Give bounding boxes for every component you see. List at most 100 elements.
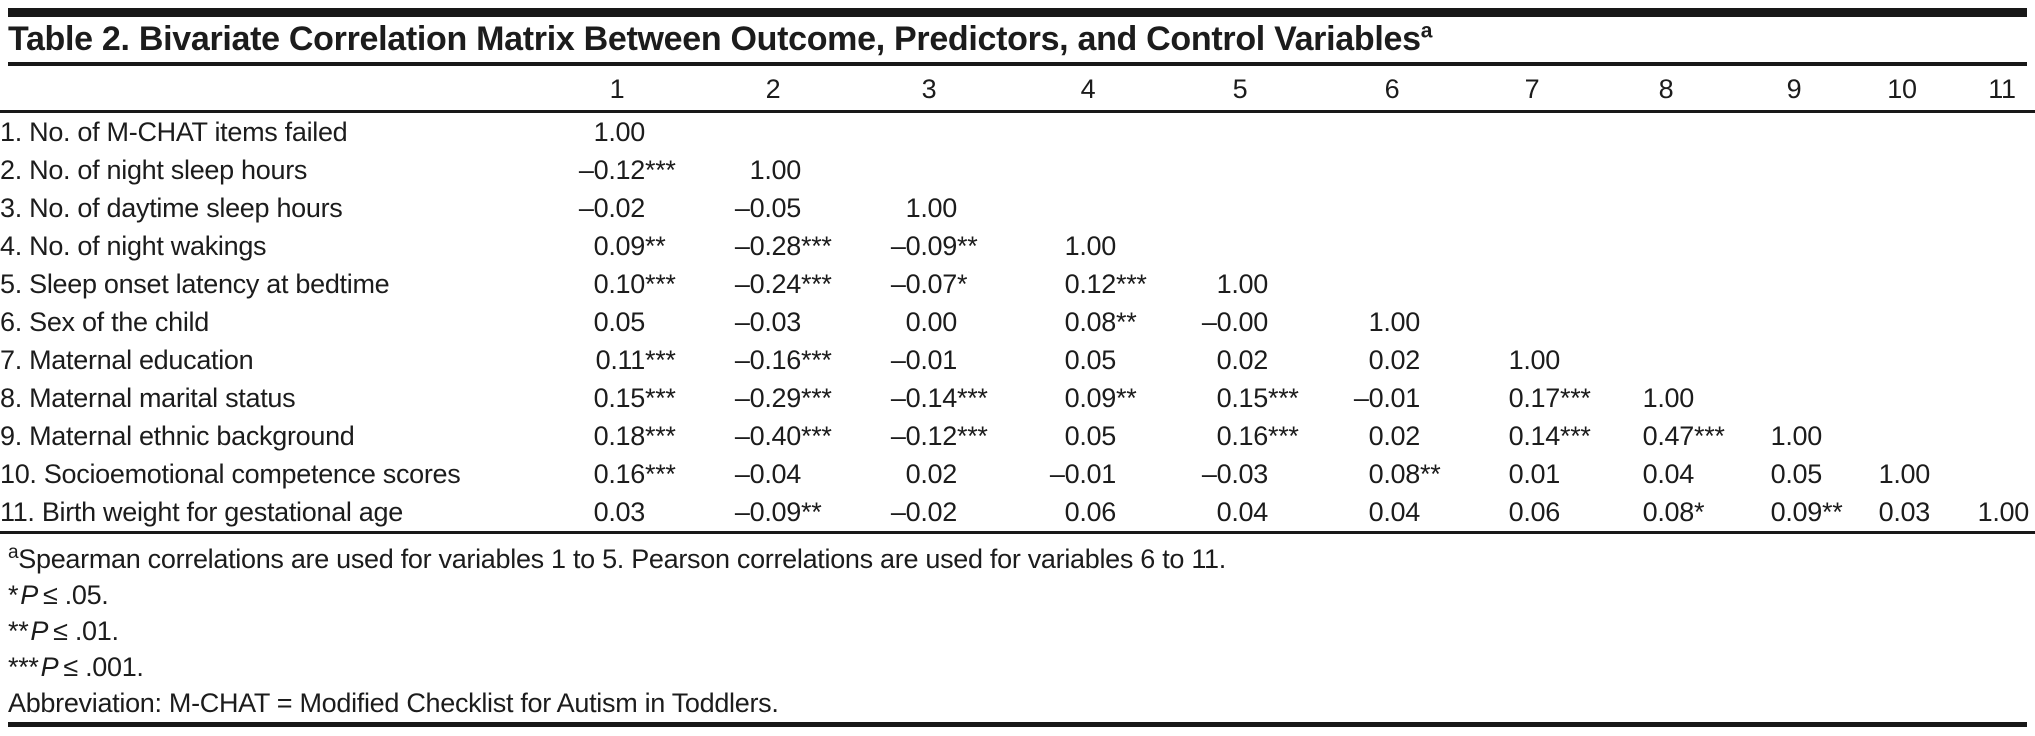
table-row-9: 9. Maternal ethnic background 0.18 *** –0.4… bbox=[0, 417, 2035, 455]
row-label-4: 4. No. of night wakings bbox=[0, 230, 267, 261]
title-divider-rule bbox=[8, 62, 2027, 66]
cell-r3-c10 bbox=[1866, 189, 1974, 227]
cell-r2-c7 bbox=[1464, 151, 1604, 189]
cell-r1-c11 bbox=[1974, 112, 2035, 152]
row-label-3: 3. No. of daytime sleep hours bbox=[0, 192, 343, 223]
cell-r5-c9 bbox=[1738, 265, 1866, 303]
cell-r5-c10 bbox=[1866, 265, 1974, 303]
column-header-3: 3 bbox=[845, 68, 1001, 113]
cell-r6-c9 bbox=[1738, 303, 1866, 341]
cell-r10-c2: –0.04 bbox=[734, 458, 801, 489]
cell-r6-c6: 1.00 bbox=[1368, 306, 1421, 337]
cell-r1-c6 bbox=[1312, 112, 1464, 152]
cell-r1-c1: 1.00 bbox=[593, 116, 646, 147]
cell-r2-c11 bbox=[1974, 151, 2035, 189]
cell-r11-c10: 0.03 bbox=[1878, 496, 1931, 527]
row-label-header bbox=[0, 68, 533, 113]
cell-r2-c6 bbox=[1312, 151, 1464, 189]
cell-r2-c4 bbox=[1001, 151, 1160, 189]
cell-r10-c5: –0.03 bbox=[1201, 458, 1268, 489]
cell-r8-c2: –0.29 *** bbox=[734, 382, 832, 413]
row-label-7: 7. Maternal education bbox=[0, 344, 254, 375]
top-divider-rule bbox=[8, 8, 2027, 17]
cell-r10-c10: 1.00 bbox=[1878, 458, 1931, 489]
cell-r7-c11 bbox=[1974, 341, 2035, 379]
cell-r6-c8 bbox=[1604, 303, 1738, 341]
row-label-2: 2. No. of night sleep hours bbox=[0, 154, 308, 185]
cell-r3-c6 bbox=[1312, 189, 1464, 227]
table-header: 1 2 3 4 5 6 7 8 9 10 11 bbox=[0, 68, 2035, 113]
table-title-footnote-marker: a bbox=[1420, 19, 1433, 43]
cell-r6-c3: 0.00 bbox=[905, 306, 958, 337]
table-row-4: 4. No. of night wakings 0.09 ** –0.28 *** –0.… bbox=[0, 227, 2035, 265]
cell-r6-c1: 0.05 bbox=[593, 306, 646, 337]
cell-r6-c10 bbox=[1866, 303, 1974, 341]
cell-r4-c9 bbox=[1738, 227, 1866, 265]
cell-r10-c7: 0.01 bbox=[1508, 458, 1561, 489]
cell-r10-c3: 0.02 bbox=[905, 458, 958, 489]
cell-r9-c9: 1.00 bbox=[1770, 420, 1823, 451]
cell-r8-c1: 0.15 *** bbox=[593, 382, 676, 413]
cell-r2-c1: –0.12 *** bbox=[578, 154, 676, 185]
column-header-6: 6 bbox=[1312, 68, 1464, 113]
column-header-7: 7 bbox=[1464, 68, 1604, 113]
cell-r9-c5: 0.16 *** bbox=[1216, 420, 1299, 451]
cell-r3-c9 bbox=[1738, 189, 1866, 227]
cell-r5-c5: 1.00 bbox=[1216, 268, 1269, 299]
cell-r8-c10 bbox=[1866, 379, 1974, 417]
cell-r3-c3: 1.00 bbox=[905, 192, 958, 223]
cell-r4-c3: –0.09 ** bbox=[890, 230, 978, 261]
cell-r3-c8 bbox=[1604, 189, 1738, 227]
footnote-4: ***P ≤ .001. bbox=[8, 652, 144, 682]
cell-r7-c5: 0.02 bbox=[1216, 344, 1269, 375]
column-header-8: 8 bbox=[1604, 68, 1738, 113]
cell-r1-c9 bbox=[1738, 112, 1866, 152]
cell-r11-c9: 0.09 ** bbox=[1770, 496, 1843, 527]
cell-r1-c2 bbox=[689, 112, 845, 152]
cell-r6-c5: –0.00 bbox=[1201, 306, 1268, 337]
table-row-7: 7. Maternal education 0.11 *** –0.16 *** –0.0… bbox=[0, 341, 2035, 379]
cell-r11-c11: 1.00 bbox=[1977, 496, 2030, 527]
cell-r9-c11 bbox=[1974, 417, 2035, 455]
cell-r2-c3 bbox=[845, 151, 1001, 189]
cell-r5-c1: 0.10 *** bbox=[593, 268, 676, 299]
cell-r5-c3: –0.07 * bbox=[890, 268, 968, 299]
cell-r11-c5: 0.04 bbox=[1216, 496, 1269, 527]
column-header-4: 4 bbox=[1001, 68, 1160, 113]
cell-r5-c2: –0.24 *** bbox=[734, 268, 832, 299]
column-header-10: 10 bbox=[1866, 68, 1974, 113]
table-title-text: Table 2. Bivariate Correlation Matrix Be… bbox=[8, 20, 1421, 58]
bottom-divider-rule bbox=[8, 722, 2027, 727]
table-row-5: 5. Sleep onset latency at bedtime 0.10 ***… bbox=[0, 265, 2035, 303]
cell-r4-c1: 0.09 ** bbox=[593, 230, 666, 261]
cell-r10-c1: 0.16 *** bbox=[593, 458, 676, 489]
cell-r6-c7 bbox=[1464, 303, 1604, 341]
cell-r10-c11 bbox=[1974, 455, 2035, 493]
cell-r7-c3: –0.01 bbox=[890, 344, 957, 375]
cell-r1-c7 bbox=[1464, 112, 1604, 152]
footnote-3: **P ≤ .01. bbox=[8, 616, 119, 646]
cell-r9-c3: –0.12 *** bbox=[890, 420, 988, 451]
cell-r10-c9: 0.05 bbox=[1770, 458, 1823, 489]
cell-r6-c2: –0.03 bbox=[734, 306, 801, 337]
row-label-6: 6. Sex of the child bbox=[0, 306, 209, 337]
table-row-1: 1. No. of M-CHAT items failed 1.00 bbox=[0, 112, 2035, 152]
cell-r4-c6 bbox=[1312, 227, 1464, 265]
cell-r4-c5 bbox=[1160, 227, 1312, 265]
cell-r3-c11 bbox=[1974, 189, 2035, 227]
cell-r7-c2: –0.16 *** bbox=[734, 344, 832, 375]
column-header-11: 11 bbox=[1974, 68, 2035, 113]
cell-r7-c1: 0.11 *** bbox=[595, 344, 676, 375]
cell-r2-c5 bbox=[1160, 151, 1312, 189]
row-label-5: 5. Sleep onset latency at bedtime bbox=[0, 268, 390, 299]
row-label-8: 8. Maternal marital status bbox=[0, 382, 296, 413]
row-label-11: 11. Birth weight for gestational age bbox=[0, 496, 403, 527]
cell-r9-c1: 0.18 *** bbox=[593, 420, 676, 451]
cell-r11-c3: –0.02 bbox=[890, 496, 957, 527]
cell-r10-c4: –0.01 bbox=[1049, 458, 1116, 489]
cell-r1-c5 bbox=[1160, 112, 1312, 152]
cell-r6-c4: 0.08 ** bbox=[1064, 306, 1137, 337]
cell-r5-c7 bbox=[1464, 265, 1604, 303]
cell-r9-c10 bbox=[1866, 417, 1974, 455]
cell-r2-c9 bbox=[1738, 151, 1866, 189]
